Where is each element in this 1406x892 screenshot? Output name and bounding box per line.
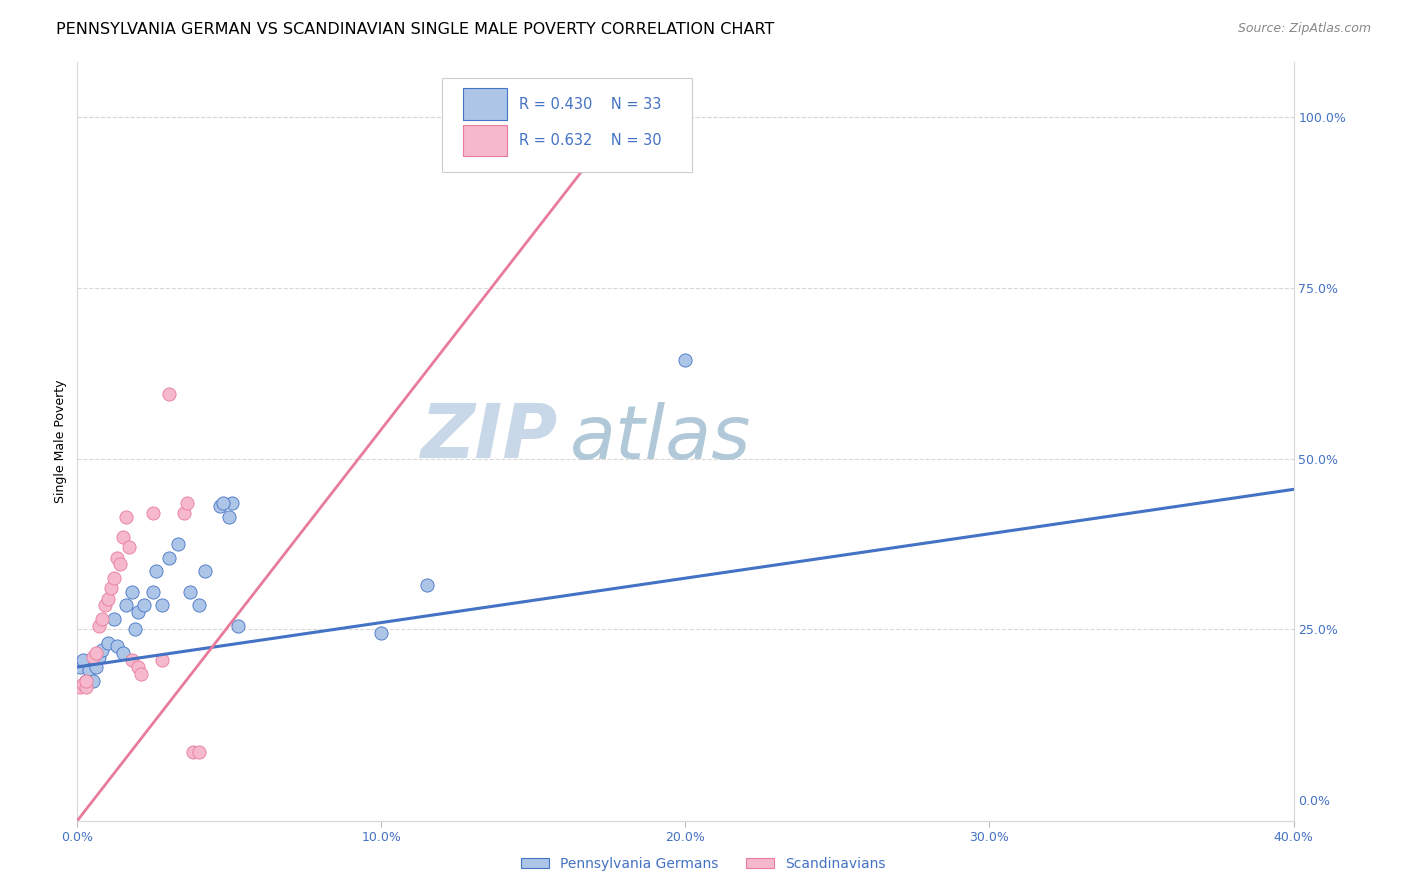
Point bbox=[82, 649, 104, 664]
Point bbox=[103, 571, 125, 585]
Point bbox=[115, 599, 138, 613]
Point bbox=[370, 625, 392, 640]
Y-axis label: Single Male Poverty: Single Male Poverty bbox=[53, 380, 67, 503]
Point bbox=[416, 578, 439, 592]
FancyBboxPatch shape bbox=[463, 125, 506, 156]
Point bbox=[166, 537, 188, 551]
Point bbox=[188, 599, 211, 613]
Point bbox=[75, 673, 97, 688]
Text: Source: ZipAtlas.com: Source: ZipAtlas.com bbox=[1237, 22, 1371, 36]
Point bbox=[157, 550, 180, 565]
Point bbox=[121, 653, 143, 667]
Point bbox=[461, 110, 484, 124]
Point bbox=[157, 386, 180, 401]
Point bbox=[69, 660, 91, 674]
Text: ZIP: ZIP bbox=[420, 401, 558, 475]
FancyBboxPatch shape bbox=[463, 88, 506, 120]
Point bbox=[221, 496, 243, 510]
Point bbox=[105, 550, 128, 565]
Point bbox=[103, 612, 125, 626]
Point bbox=[179, 584, 201, 599]
Point bbox=[97, 591, 120, 606]
Point bbox=[105, 640, 128, 654]
Point bbox=[90, 643, 112, 657]
Text: R = 0.632    N = 30: R = 0.632 N = 30 bbox=[519, 133, 661, 148]
Point bbox=[118, 541, 141, 555]
Point bbox=[121, 584, 143, 599]
Point bbox=[108, 558, 131, 572]
Point bbox=[75, 681, 97, 695]
Point bbox=[93, 599, 115, 613]
Point bbox=[124, 623, 146, 637]
Point bbox=[111, 646, 134, 660]
Point bbox=[90, 612, 112, 626]
Point bbox=[142, 506, 165, 520]
Point bbox=[145, 564, 167, 578]
Point bbox=[127, 605, 149, 619]
Text: R = 0.430    N = 33: R = 0.430 N = 33 bbox=[519, 96, 661, 112]
Point bbox=[69, 681, 91, 695]
Point bbox=[181, 745, 204, 759]
Point bbox=[675, 352, 697, 367]
Point bbox=[129, 666, 152, 681]
Point bbox=[173, 506, 195, 520]
Point bbox=[75, 673, 97, 688]
Point bbox=[84, 660, 107, 674]
Point bbox=[84, 646, 107, 660]
Point bbox=[127, 660, 149, 674]
Point bbox=[72, 653, 94, 667]
Text: PENNSYLVANIA GERMAN VS SCANDINAVIAN SINGLE MALE POVERTY CORRELATION CHART: PENNSYLVANIA GERMAN VS SCANDINAVIAN SING… bbox=[56, 22, 775, 37]
Point bbox=[142, 584, 165, 599]
Point bbox=[228, 619, 250, 633]
Text: atlas: atlas bbox=[569, 401, 751, 474]
FancyBboxPatch shape bbox=[441, 78, 692, 172]
Point bbox=[188, 745, 211, 759]
Point bbox=[176, 496, 198, 510]
Point bbox=[79, 664, 101, 678]
Legend: Pennsylvania Germans, Scandinavians: Pennsylvania Germans, Scandinavians bbox=[515, 851, 891, 876]
Point bbox=[209, 500, 232, 514]
Point bbox=[152, 599, 174, 613]
Point bbox=[218, 509, 240, 524]
Point bbox=[100, 582, 122, 596]
Point bbox=[152, 653, 174, 667]
Point bbox=[537, 110, 560, 124]
Point bbox=[82, 673, 104, 688]
Point bbox=[72, 677, 94, 691]
Point bbox=[194, 564, 217, 578]
Point bbox=[598, 110, 620, 124]
Point bbox=[212, 496, 235, 510]
Point bbox=[97, 636, 120, 650]
Point bbox=[115, 509, 138, 524]
Point bbox=[87, 619, 110, 633]
Point bbox=[87, 649, 110, 664]
Point bbox=[111, 530, 134, 544]
Point bbox=[134, 599, 156, 613]
